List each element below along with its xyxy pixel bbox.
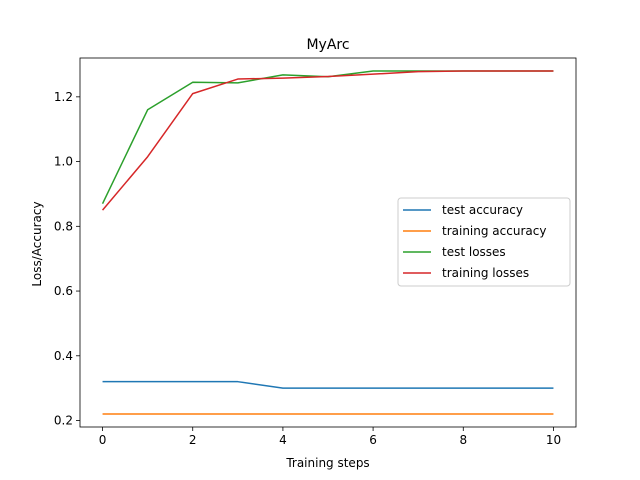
series-line-training-losses — [101, 70, 554, 211]
series-line-test-accuracy — [102, 380, 554, 389]
y-tick-label: 1.0 — [54, 155, 73, 169]
plot-layer: 0 2 4 6 8 10 0.2 0.4 0.6 0.8 1.0 1.2 — [54, 57, 577, 447]
x-tick-label: 0 — [99, 433, 107, 447]
legend-label: test losses — [442, 245, 506, 259]
y-tick-label: 0.6 — [54, 284, 73, 298]
y-tick-label: 0.4 — [54, 349, 73, 363]
legend-label: training losses — [442, 266, 529, 280]
y-tick-label: 0.8 — [54, 219, 73, 233]
x-tick-label: 4 — [279, 433, 287, 447]
x-tick-label: 2 — [189, 433, 197, 447]
y-axis-label: Loss/Accuracy — [30, 201, 44, 286]
y-tick-label: 1.2 — [54, 90, 73, 104]
x-tick-label: 6 — [369, 433, 377, 447]
legend: test accuracy training accuracy test losse… — [397, 197, 571, 287]
x-tick-label: 10 — [546, 433, 561, 447]
legend-label: training accuracy — [442, 224, 546, 238]
y-tick-label: 0.2 — [54, 414, 73, 428]
legend-label: test accuracy — [442, 203, 523, 217]
x-tick-label: 8 — [459, 433, 467, 447]
plot-frame — [79, 57, 577, 428]
x-axis-label: Training steps — [285, 456, 369, 470]
legend-box — [397, 197, 571, 287]
chart-title: MyArc — [306, 37, 349, 53]
